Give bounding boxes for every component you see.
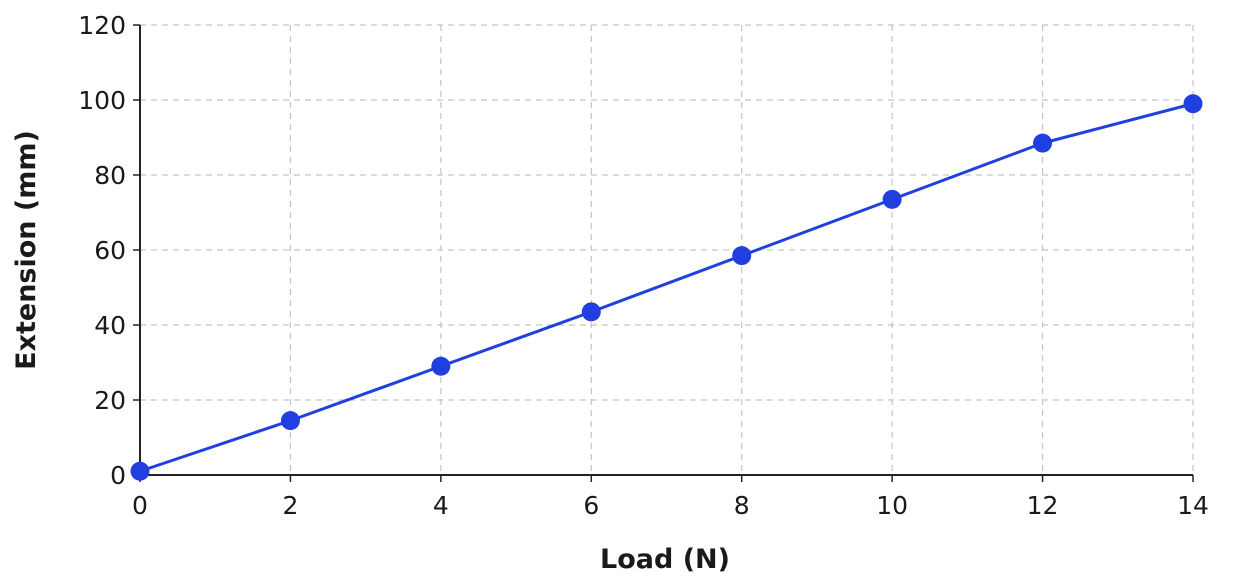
series-layer: [130, 94, 1203, 481]
data-point: [1183, 94, 1203, 114]
data-point: [1033, 133, 1053, 153]
data-point: [431, 356, 451, 376]
x-tick-label: 4: [433, 491, 449, 520]
x-tick-label: 10: [876, 491, 908, 520]
y-tick-label: 20: [94, 386, 126, 415]
y-tick-label: 40: [94, 311, 126, 340]
series-line: [139, 102, 1194, 473]
x-tick-label: 6: [583, 491, 599, 520]
data-point: [280, 411, 300, 431]
tick-labels: 0 2 4 6 8 10 12 14 0 20 40 60 80 100 120: [78, 11, 1209, 520]
y-tick-label: 60: [94, 236, 126, 265]
y-tick-label: 80: [94, 161, 126, 190]
data-point: [882, 189, 902, 209]
data-point: [732, 246, 752, 266]
x-tick-label: 8: [734, 491, 750, 520]
data-point: [130, 461, 150, 481]
x-tick-label: 14: [1177, 491, 1209, 520]
y-tick-label: 100: [78, 86, 126, 115]
x-tick-label: 12: [1027, 491, 1059, 520]
data-point: [581, 302, 601, 322]
x-tick-label: 2: [282, 491, 298, 520]
x-tick-label: 0: [132, 491, 148, 520]
x-axis-title: Load (N): [600, 544, 730, 575]
grid: [140, 24, 1194, 475]
y-tick-label: 0: [110, 461, 126, 490]
y-axis-title: Extension (mm): [11, 130, 42, 370]
axes: [133, 24, 1194, 482]
y-tick-label: 120: [78, 11, 126, 40]
